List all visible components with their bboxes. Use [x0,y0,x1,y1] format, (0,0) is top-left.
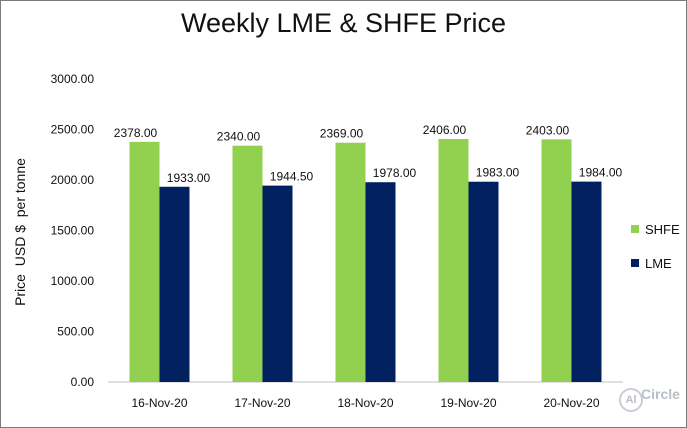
legend-item-shfe: SHFE [631,212,680,246]
legend: SHFE LME [631,212,680,280]
bar-lme [159,186,190,382]
bar-shfe [129,141,160,382]
y-tick-label: 0.00 [71,375,95,389]
y-tick-label: 1500.00 [51,224,95,238]
data-label-lme: 1984.00 [579,166,623,180]
legend-label-shfe: SHFE [645,221,680,237]
legend-swatch-lme [631,259,639,267]
y-tick-label: 1000.00 [51,274,95,288]
data-label-lme: 1933.00 [167,171,211,185]
y-tick-label: 2000.00 [51,173,95,187]
bar-shfe [541,139,572,382]
bar-shfe [335,142,366,382]
data-label-lme: 1983.00 [476,166,520,180]
logo-text: Circle [641,386,680,402]
alcircle-logo: Al Circle [619,384,681,424]
bar-shfe [438,138,469,382]
logo-mark-icon: Al [619,388,643,412]
legend-item-lme: LME [631,246,680,280]
data-label-lme: 1978.00 [373,166,417,180]
bar-lme [365,182,396,382]
x-tick-label: 18-Nov-20 [337,396,393,410]
bar-shfe [232,145,263,382]
x-tick-label: 17-Nov-20 [234,396,290,410]
bar-lme [571,181,602,382]
legend-swatch-shfe [631,225,639,233]
y-tick-label: 2500.00 [51,123,95,137]
legend-label-lme: LME [645,255,672,271]
data-label-shfe: 2403.00 [526,123,570,137]
x-tick-label: 20-Nov-20 [543,396,599,410]
x-tick-label: 19-Nov-20 [440,396,496,410]
y-tick-label: 500.00 [57,325,94,339]
data-label-lme: 1944.50 [270,170,314,184]
bar-lme [262,185,293,382]
data-label-shfe: 2378.00 [114,126,158,140]
chart-title: Weekly LME & SHFE Price [180,8,507,38]
data-label-shfe: 2406.00 [423,123,467,137]
x-tick-label: 16-Nov-20 [131,396,187,410]
bar-lme [468,181,499,382]
y-tick-label: 3000.00 [51,72,95,86]
data-label-shfe: 2340.00 [217,130,261,144]
data-label-shfe: 2369.00 [320,127,364,141]
